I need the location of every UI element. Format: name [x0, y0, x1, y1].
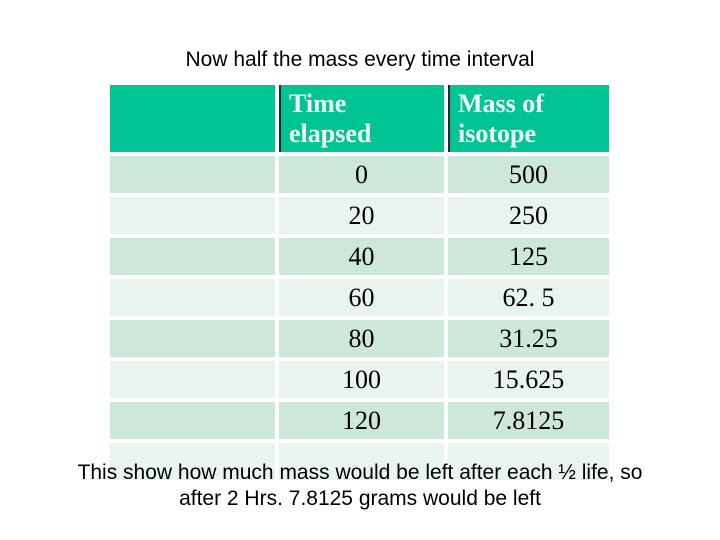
- row-label-cell: [110, 320, 275, 357]
- header-cell-time-elapsed: Time elapsed: [279, 85, 444, 152]
- mass-cell: 15.625: [448, 361, 609, 398]
- row-label-cell: [110, 238, 275, 275]
- time-cell: 100: [279, 361, 444, 398]
- header-cell-mass-of-isotope: Mass of isotope: [448, 85, 609, 152]
- row-label-cell: [110, 361, 275, 398]
- time-cell: 40: [279, 238, 444, 275]
- caption-line-2: after 2 Hrs. 7.8125 grams would be left: [179, 487, 541, 510]
- mass-cell: 250: [448, 197, 609, 234]
- mass-cell: [448, 443, 609, 480]
- mass-cell: 7.8125: [448, 402, 609, 439]
- row-label-cell: [110, 402, 275, 439]
- slide-title: Now half the mass every time interval: [185, 48, 535, 71]
- time-cell: 20: [279, 197, 444, 234]
- mass-cell: 31.25: [448, 320, 609, 357]
- time-cell: [279, 443, 444, 480]
- mass-cell: 62. 5: [448, 279, 609, 316]
- header-time-label: Time elapsed: [289, 89, 372, 148]
- header-cell-empty: [110, 85, 275, 152]
- row-label-cell: [110, 156, 275, 193]
- row-label-cell: [110, 443, 275, 480]
- mass-cell: 125: [448, 238, 609, 275]
- header-mass-label: Mass of isotope: [458, 89, 544, 148]
- time-cell: 120: [279, 402, 444, 439]
- caption-line-1: This show how much mass would be left af…: [77, 461, 643, 484]
- mass-cell: 500: [448, 156, 609, 193]
- time-cell: 80: [279, 320, 444, 357]
- row-label-cell: [110, 197, 275, 234]
- time-cell: 0: [279, 156, 444, 193]
- time-cell: 60: [279, 279, 444, 316]
- halflife-table: Time elapsed Mass of isotope 0 500 20 25…: [110, 85, 609, 480]
- row-label-cell: [110, 279, 275, 316]
- caption: This show how much mass would be left af…: [0, 460, 720, 512]
